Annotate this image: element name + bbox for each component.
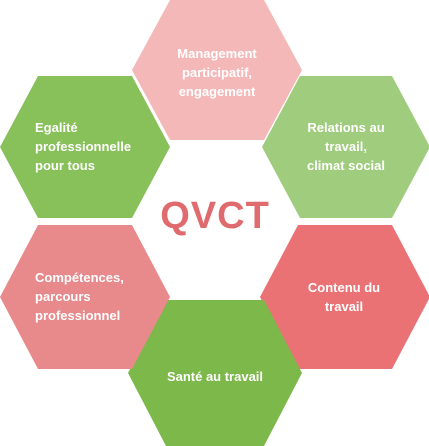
label-contenu: Contenu du travail	[307, 280, 381, 314]
label-relations: Relations au travail, climat social	[306, 120, 386, 173]
hexagon-management	[132, 0, 302, 140]
hexagon-sante	[128, 300, 302, 446]
hexagon-relations	[262, 76, 429, 218]
hexagon-competences	[0, 225, 170, 369]
label-management: Management participatif, engagement	[177, 46, 257, 99]
hexagon-egalite	[0, 76, 170, 218]
hexagon-contenu	[260, 225, 429, 369]
label-sante: Santé au travail	[166, 369, 264, 384]
diagram-title: QVCT	[160, 195, 270, 237]
label-competences: Compétences, parcours professionnel	[35, 270, 124, 323]
label-egalite: Egalité professionnelle pour tous	[35, 120, 132, 173]
